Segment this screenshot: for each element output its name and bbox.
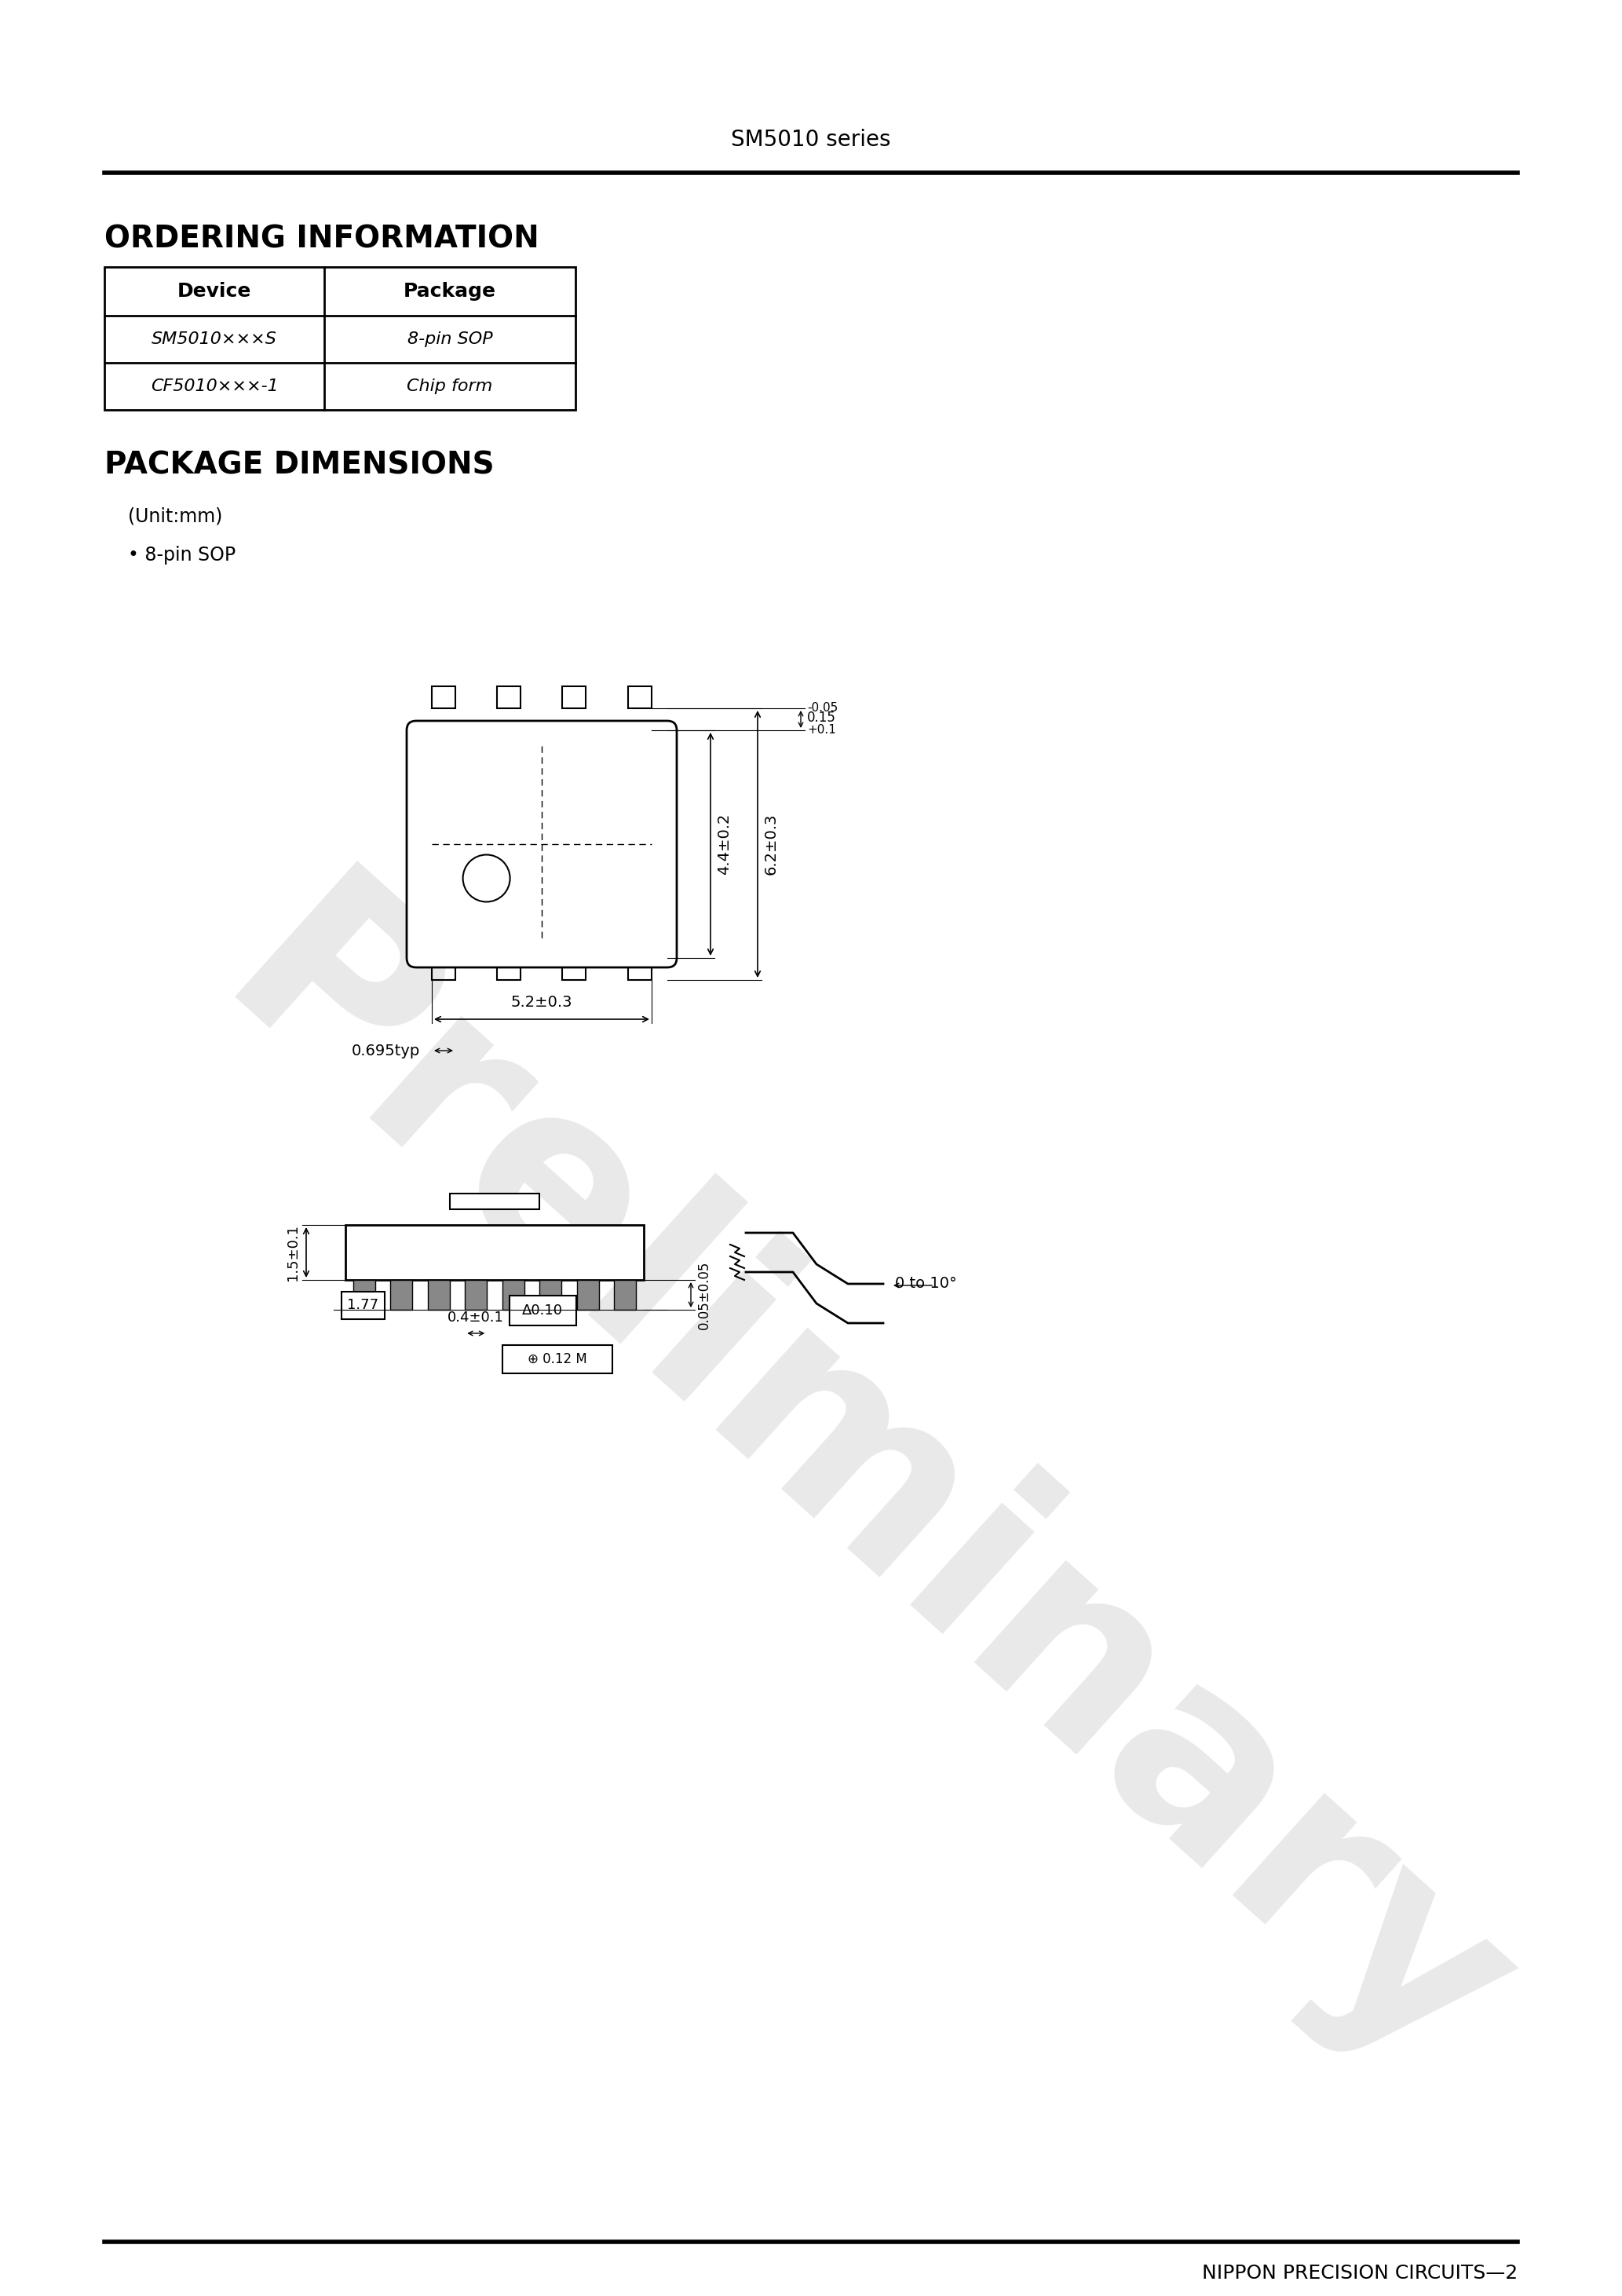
Bar — [431, 957, 456, 980]
Text: ORDERING INFORMATION: ORDERING INFORMATION — [104, 225, 539, 255]
Text: 0.695typ: 0.695typ — [352, 1042, 420, 1058]
Text: PACKAGE DIMENSIONS: PACKAGE DIMENSIONS — [104, 450, 495, 480]
Bar — [503, 1345, 613, 1373]
Text: Chip form: Chip form — [407, 379, 493, 395]
Bar — [496, 687, 521, 707]
Bar — [496, 957, 521, 980]
Text: • 8-pin SOP: • 8-pin SOP — [128, 546, 235, 565]
Text: 0.4±0.1: 0.4±0.1 — [448, 1311, 504, 1325]
FancyBboxPatch shape — [407, 721, 676, 967]
Text: 0.15: 0.15 — [808, 712, 835, 726]
Text: 4.4±0.2: 4.4±0.2 — [717, 813, 732, 875]
Bar — [503, 1279, 524, 1309]
Bar — [104, 266, 576, 411]
Text: (Unit:mm): (Unit:mm) — [128, 507, 222, 526]
Text: +0.1: +0.1 — [808, 723, 835, 737]
Text: Device: Device — [177, 282, 251, 301]
Text: 0.05±0.05: 0.05±0.05 — [697, 1261, 712, 1329]
Bar — [449, 1194, 540, 1210]
Bar — [563, 687, 586, 707]
Text: SM5010 series: SM5010 series — [732, 129, 890, 152]
Text: 1.77: 1.77 — [347, 1297, 378, 1311]
Text: 5.2±0.3: 5.2±0.3 — [511, 994, 573, 1010]
Bar — [628, 687, 652, 707]
Bar — [431, 687, 456, 707]
Text: Δ0.10: Δ0.10 — [522, 1304, 563, 1318]
Text: Preliminary: Preliminary — [175, 854, 1552, 2128]
Bar — [628, 957, 652, 980]
Text: Package: Package — [404, 282, 496, 301]
Bar — [466, 1279, 487, 1309]
Text: ⊕ 0.12 M: ⊕ 0.12 M — [527, 1352, 587, 1366]
Bar — [354, 1279, 375, 1309]
Text: 0 to 10°: 0 to 10° — [895, 1277, 957, 1290]
Bar — [391, 1279, 412, 1309]
Text: 1.5±0.1: 1.5±0.1 — [285, 1224, 300, 1281]
Bar — [615, 1279, 636, 1309]
Text: NIPPON PRECISION CIRCUITS—2: NIPPON PRECISION CIRCUITS—2 — [1202, 2264, 1518, 2282]
Text: 6.2±0.3: 6.2±0.3 — [764, 813, 779, 875]
Bar — [342, 1293, 384, 1320]
Bar — [577, 1279, 599, 1309]
Bar — [428, 1279, 449, 1309]
Text: -0.05: -0.05 — [808, 703, 839, 714]
Bar — [509, 1295, 576, 1325]
Text: CF5010×××-1: CF5010×××-1 — [151, 379, 279, 395]
Text: SM5010×××S: SM5010×××S — [151, 331, 277, 347]
Text: 8-pin SOP: 8-pin SOP — [407, 331, 493, 347]
Bar — [345, 1226, 644, 1279]
Bar — [540, 1279, 561, 1309]
Bar — [563, 957, 586, 980]
